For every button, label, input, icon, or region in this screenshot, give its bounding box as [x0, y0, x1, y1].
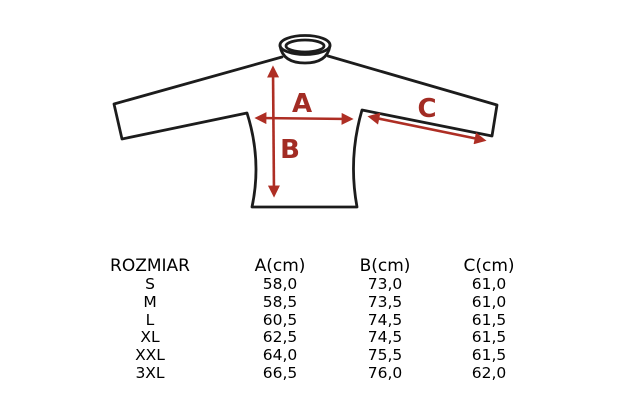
- col-header-b: B(cm): [359, 256, 411, 276]
- value-b: 74,5: [367, 310, 403, 329]
- value-c: 61,5: [471, 346, 507, 365]
- table-row-xl: XL 62,5 74,5 61,5: [85, 329, 553, 347]
- col-header-a: A(cm): [254, 256, 306, 276]
- value-b: 73,0: [367, 275, 403, 293]
- value-a: 66,5: [262, 363, 298, 382]
- table-row-3xl: 3XL 66,5 76,0 62,0: [85, 363, 553, 383]
- value-c: 61,5: [471, 310, 507, 329]
- col-header-rozmiar: ROZMIAR: [110, 256, 190, 276]
- size-label: 3XL: [135, 363, 165, 382]
- collar-inner-rim: [284, 38, 326, 54]
- table-row-l: L 60,5 74,5 61,5: [85, 310, 553, 330]
- col-header-c: C(cm): [463, 256, 515, 276]
- size-label: S: [145, 275, 155, 293]
- value-a: 58,0: [262, 275, 298, 293]
- size-label: XXL: [135, 346, 165, 365]
- table-row-xxl: XXL 64,0 75,5 61,5: [85, 346, 553, 365]
- value-a: 58,5: [262, 292, 298, 311]
- size-label: M: [143, 292, 157, 311]
- value-a: 62,5: [262, 328, 298, 347]
- measurement-arrows: [254, 65, 487, 198]
- collar-fold: [278, 44, 332, 65]
- size-table-header: ROZMIAR A(cm) B(cm) C(cm): [85, 256, 553, 276]
- measurement-arrow-c: [367, 112, 487, 145]
- table-row-m: M 58,5 73,5 61,0: [85, 292, 553, 312]
- label-measure-c: C: [417, 94, 436, 124]
- value-c: 61,0: [471, 292, 507, 311]
- size-table: ROZMIAR A(cm) B(cm) C(cm) S 58,0 73,0 61…: [85, 256, 553, 383]
- value-a: 60,5: [262, 310, 298, 329]
- value-c: 61,0: [471, 275, 507, 293]
- table-row-s: S 58,0 73,0 61,0: [85, 275, 553, 294]
- sweater-outline: [112, 34, 499, 209]
- sweater-diagram: A B C: [112, 34, 499, 209]
- value-b: 73,5: [367, 292, 403, 311]
- value-b: 74,5: [367, 328, 403, 347]
- sweater-body-and-sleeves: [112, 54, 499, 209]
- value-b: 76,0: [367, 363, 403, 382]
- value-c: 62,0: [471, 363, 507, 382]
- value-c: 61,5: [471, 328, 507, 347]
- size-label: L: [145, 310, 155, 329]
- measurement-labels: A B C: [280, 89, 436, 165]
- value-b: 75,5: [367, 346, 403, 365]
- value-a: 64,0: [262, 346, 298, 365]
- size-label: XL: [140, 328, 160, 347]
- label-measure-b: B: [280, 135, 300, 165]
- measurement-arrow-b: [267, 65, 280, 198]
- label-measure-a: A: [292, 89, 312, 119]
